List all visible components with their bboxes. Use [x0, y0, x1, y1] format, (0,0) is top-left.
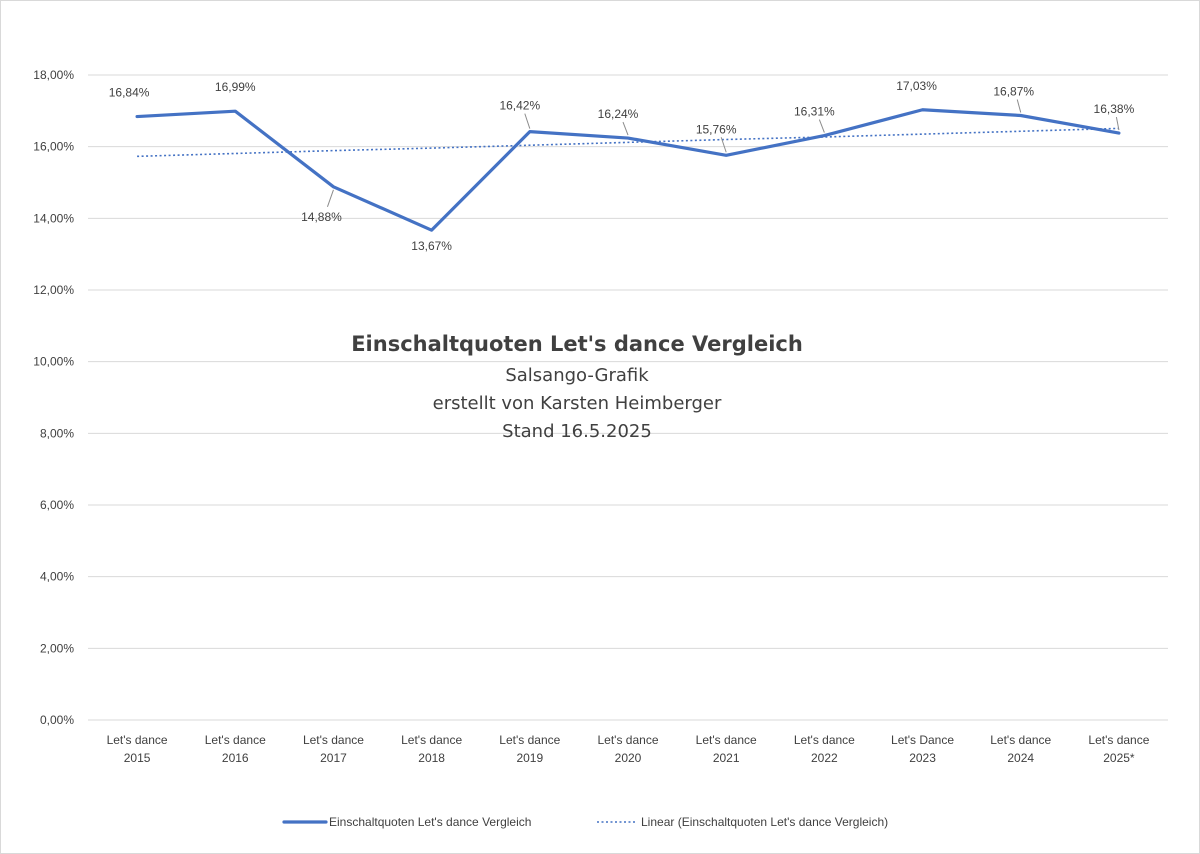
data-label: 14,88% — [301, 210, 342, 224]
y-tick-label: 18,00% — [33, 68, 74, 82]
data-label: 16,31% — [794, 105, 835, 119]
x-tick-label: Let's dance 2025* — [1088, 733, 1149, 765]
data-label: 15,76% — [696, 122, 737, 136]
y-tick-label: 4,00% — [40, 570, 74, 584]
label-leader — [1115, 116, 1120, 131]
y-tick-label: 14,00% — [33, 211, 74, 225]
label-leader — [524, 113, 531, 129]
x-tick-label: Let's dance 2019 — [499, 733, 560, 765]
y-axis: 0,00% 2,00% 4,00% 6,00% 8,00% 10,00% 12,00% 14,… — [33, 68, 74, 727]
label-leader — [818, 119, 825, 133]
chart-subtitle-author: erstellt von Karsten Heimberger — [433, 393, 722, 414]
data-label: 13,67% — [411, 239, 452, 253]
y-tick-label: 8,00% — [40, 426, 74, 440]
data-label: 17,03% — [896, 79, 937, 93]
chart-title-block: Einschaltquoten Let's dance Vergleich Sa… — [351, 332, 803, 442]
data-label: 16,38% — [1094, 102, 1135, 116]
legend: Einschaltquoten Let's dance Vergleich Li… — [282, 815, 888, 829]
x-tick-label: Let's dance 2020 — [597, 733, 658, 765]
gridlines — [88, 74, 1168, 721]
trendline — [137, 127, 1119, 158]
x-tick-label: Let's dance 2021 — [696, 733, 757, 765]
x-tick-label: Let's dance 2022 — [794, 733, 855, 765]
legend-label-trend: Linear (Einschaltquoten Let's dance Verg… — [641, 815, 888, 829]
x-tick-label: Let's dance 2018 — [401, 733, 462, 765]
y-tick-label: 10,00% — [33, 355, 74, 369]
x-tick-label: Let's dance 2024 — [990, 733, 1051, 765]
x-tick-label: Let's dance 2016 — [205, 733, 266, 765]
y-tick-label: 2,00% — [40, 641, 74, 655]
label-leader — [1016, 99, 1022, 113]
label-leader — [622, 121, 629, 136]
data-label: 16,24% — [598, 107, 639, 121]
trendline-path — [137, 127, 1119, 158]
y-tick-label: 16,00% — [33, 140, 74, 154]
x-tick-label: Let's dance 2015 — [107, 733, 168, 765]
data-label: 16,42% — [499, 99, 540, 113]
data-label: 16,84% — [109, 86, 150, 100]
y-tick-label: 0,00% — [40, 713, 74, 727]
data-labels: 16,84% 16,99% 14,88% 13,67% 16,42% 16,24% 15,7… — [109, 79, 1135, 253]
label-leader — [720, 137, 727, 153]
label-leader — [326, 189, 334, 207]
y-tick-label: 6,00% — [40, 498, 74, 512]
data-label: 16,99% — [215, 80, 256, 94]
chart-subtitle-date: Stand 16.5.2025 — [502, 421, 652, 442]
data-label: 16,87% — [993, 84, 1034, 98]
y-tick-label: 12,00% — [33, 283, 74, 297]
chart-title: Einschaltquoten Let's dance Vergleich — [351, 332, 803, 356]
x-tick-label: Let's Dance 2023 — [891, 733, 954, 765]
series-line — [135, 108, 1121, 232]
x-tick-label: Let's dance 2017 — [303, 733, 364, 765]
chart-subtitle-source: Salsango-Grafik — [505, 365, 649, 386]
x-axis: Let's dance 2015 Let's dance 2016 Let's danc… — [107, 733, 1150, 765]
legend-label-main: Einschaltquoten Let's dance Vergleich — [329, 815, 531, 829]
